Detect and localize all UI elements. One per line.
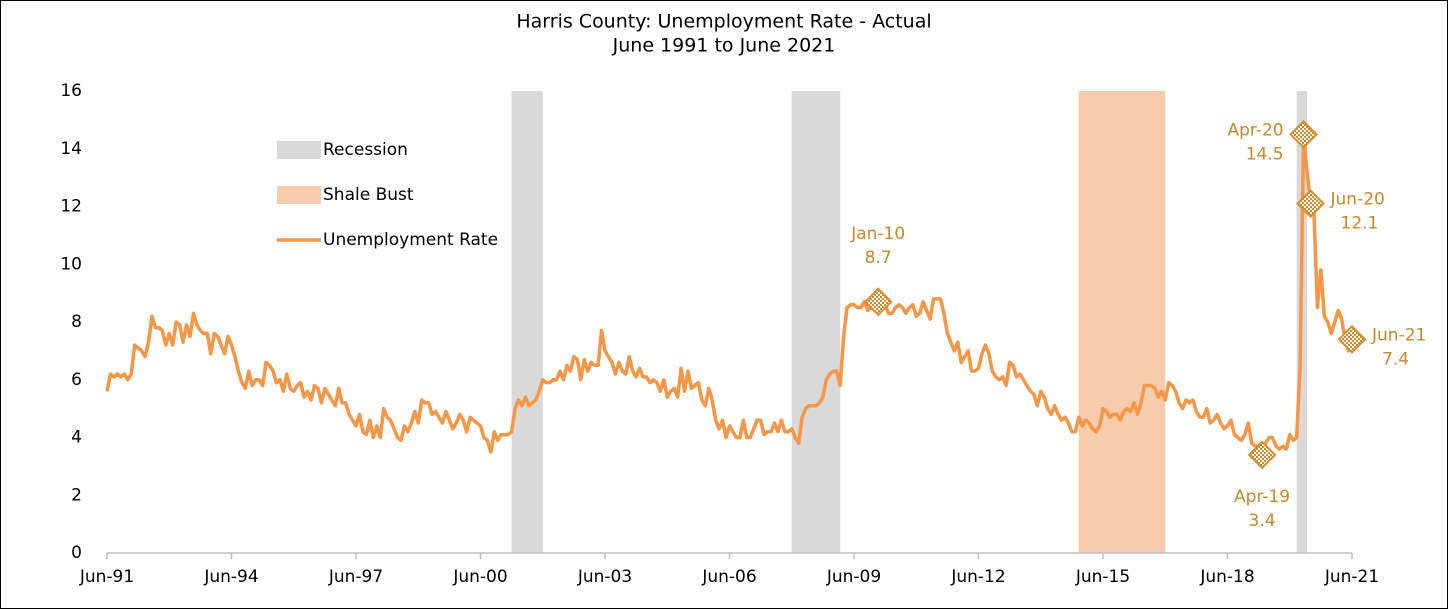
x-tick-label: Jun-91 [79,567,134,587]
annotation-value: 12.1 [1341,214,1379,234]
x-tick-label: Jun-15 [1075,567,1130,587]
y-tick-label: 6 [71,370,82,390]
annotation-label: Jun-20 [1330,190,1385,210]
legend-label: Unemployment Rate [323,230,498,250]
annotation-label: Apr-20 [1227,120,1283,140]
x-tick-label: Jun-21 [1324,567,1379,587]
x-tick-label: Jun-09 [826,567,881,587]
annotation-value: 8.7 [865,248,892,268]
annotation-label: Jun-21 [1371,325,1426,345]
y-tick-label: 14 [60,139,82,159]
data-marker [1289,119,1318,149]
x-tick-label: Jun-00 [452,567,507,587]
legend-swatch [277,186,321,204]
chart-subtitle: June 1991 to June 2021 [612,35,836,57]
shaded-band [791,91,841,553]
x-tick-label: Jun-03 [577,567,632,587]
x-tick-label: Jun-18 [1199,567,1254,587]
y-tick-label: 8 [71,312,82,332]
y-tick-label: 0 [71,543,82,563]
x-tick-label: Jun-12 [950,567,1005,587]
y-tick-label: 4 [71,428,82,448]
y-tick-label: 12 [60,197,82,217]
legend-label: Recession [323,140,408,160]
data-marker [1247,440,1277,470]
x-tick-label: Jun-06 [701,567,756,587]
x-tick-label: Jun-97 [328,567,383,587]
annotation-label: Apr-19 [1234,487,1290,507]
annotation-value: 14.5 [1246,144,1284,164]
chart-title: Harris County: Unemployment Rate - Actua… [516,11,931,33]
line [105,132,1354,457]
data-marker [863,287,893,317]
data-marker [1296,189,1325,219]
annotation-label: Jan-10 [850,224,905,244]
shaded-band [1078,91,1166,553]
annotation-value: 3.4 [1249,511,1276,531]
annotation-value: 7.4 [1382,349,1409,369]
y-tick-label: 10 [60,254,82,274]
y-tick-label: 16 [60,81,82,101]
x-tick-label: Jun-94 [203,567,258,587]
legend-swatch [277,141,321,159]
data-marker [1337,324,1367,354]
shaded-band [511,91,543,553]
y-tick-label: 2 [71,485,82,505]
legend-label: Shale Bust [323,185,414,205]
